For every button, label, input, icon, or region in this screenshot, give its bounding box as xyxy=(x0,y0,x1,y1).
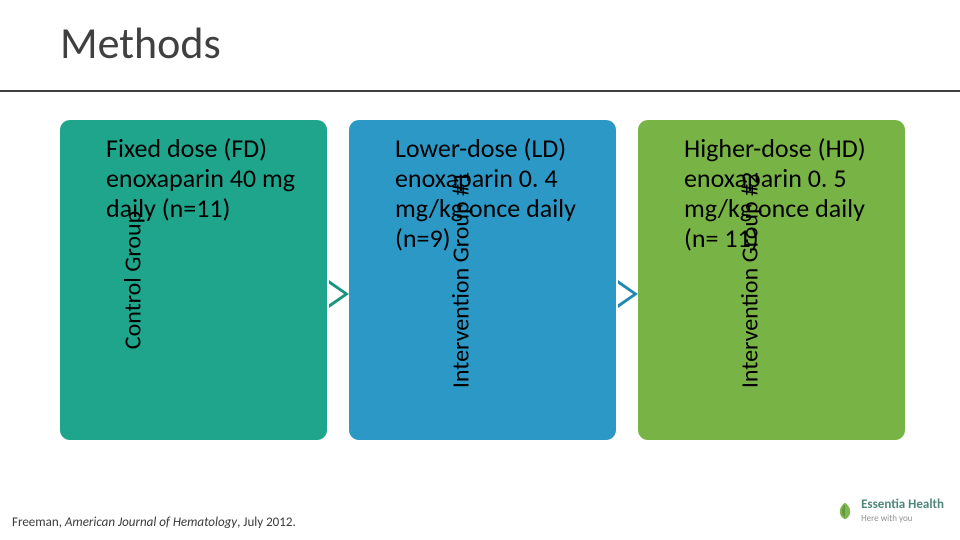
page-title: Methods xyxy=(60,16,221,70)
card-label: Intervention Group #1 xyxy=(447,172,476,388)
card-control-group: Control Group Fixed dose (FD) enoxaparin… xyxy=(60,120,327,440)
cards-row: Control Group Fixed dose (FD) enoxaparin… xyxy=(60,120,905,440)
logo-name: Essentia Health xyxy=(861,498,944,511)
arrow-icon-inner xyxy=(617,283,633,305)
logo-tagline: Here with you xyxy=(861,513,944,524)
title-rule xyxy=(0,90,960,92)
card-body: Higher-dose (HD) enoxaparin 0. 5 mg/kg o… xyxy=(684,134,889,254)
card-intervention-1: Intervention Group #1 Lower-dose (LD) en… xyxy=(349,120,616,440)
citation-author: Freeman, xyxy=(12,515,65,530)
logo-text-wrap: Essentia Health Here with you xyxy=(861,498,944,524)
citation-date: , July 2012. xyxy=(237,515,296,530)
arrow-icon-inner xyxy=(328,283,344,305)
card-intervention-2: Intervention Group #2 Higher-dose (HD) e… xyxy=(638,120,905,440)
logo: Essentia Health Here with you xyxy=(835,498,944,524)
citation: Freeman, American Journal of Hematology,… xyxy=(12,515,296,530)
citation-journal: American Journal of Hematology xyxy=(65,515,237,530)
slide: Methods Control Group Fixed dose (FD) en… xyxy=(0,0,960,540)
card-label: Intervention Group #2 xyxy=(736,172,765,388)
card-body: Lower-dose (LD) enoxaparin 0. 4 mg/kg on… xyxy=(395,134,600,254)
leaf-icon xyxy=(835,501,855,521)
card-label: Control Group xyxy=(119,211,148,349)
title-bar: Methods xyxy=(0,0,960,90)
